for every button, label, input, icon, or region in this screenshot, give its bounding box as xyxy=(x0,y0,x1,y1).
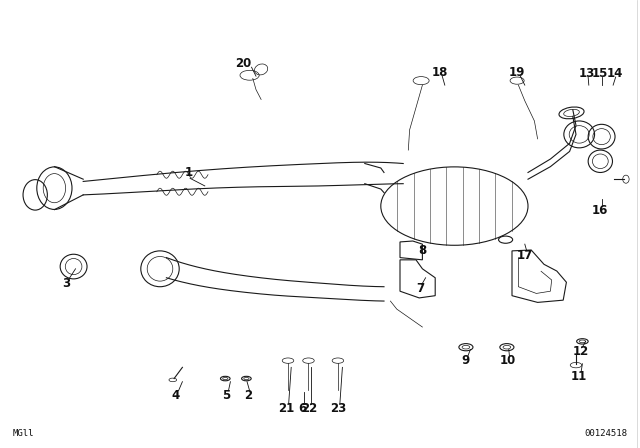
Text: 1: 1 xyxy=(185,166,193,179)
Text: 13: 13 xyxy=(579,67,595,81)
Text: 7: 7 xyxy=(416,282,424,296)
Text: 6: 6 xyxy=(299,402,307,415)
Text: 8: 8 xyxy=(419,244,426,258)
Text: 12: 12 xyxy=(572,345,589,358)
Text: 4: 4 xyxy=(172,389,180,402)
Text: 15: 15 xyxy=(592,67,609,81)
Text: 3: 3 xyxy=(62,276,70,290)
Text: 20: 20 xyxy=(235,57,252,70)
Text: 2: 2 xyxy=(244,389,252,402)
Text: 10: 10 xyxy=(499,354,516,367)
Text: 22: 22 xyxy=(301,402,317,415)
Text: 00124518: 00124518 xyxy=(584,429,627,438)
Text: 21: 21 xyxy=(278,402,295,415)
Text: 9: 9 xyxy=(462,354,470,367)
Text: 11: 11 xyxy=(571,370,588,383)
Text: 16: 16 xyxy=(592,204,609,217)
Text: 17: 17 xyxy=(516,249,533,262)
Text: 19: 19 xyxy=(509,66,525,79)
Text: MGll: MGll xyxy=(13,429,35,438)
Text: 14: 14 xyxy=(606,67,623,81)
Text: 5: 5 xyxy=(222,389,230,402)
Text: 23: 23 xyxy=(330,402,346,415)
Text: 18: 18 xyxy=(432,66,449,79)
